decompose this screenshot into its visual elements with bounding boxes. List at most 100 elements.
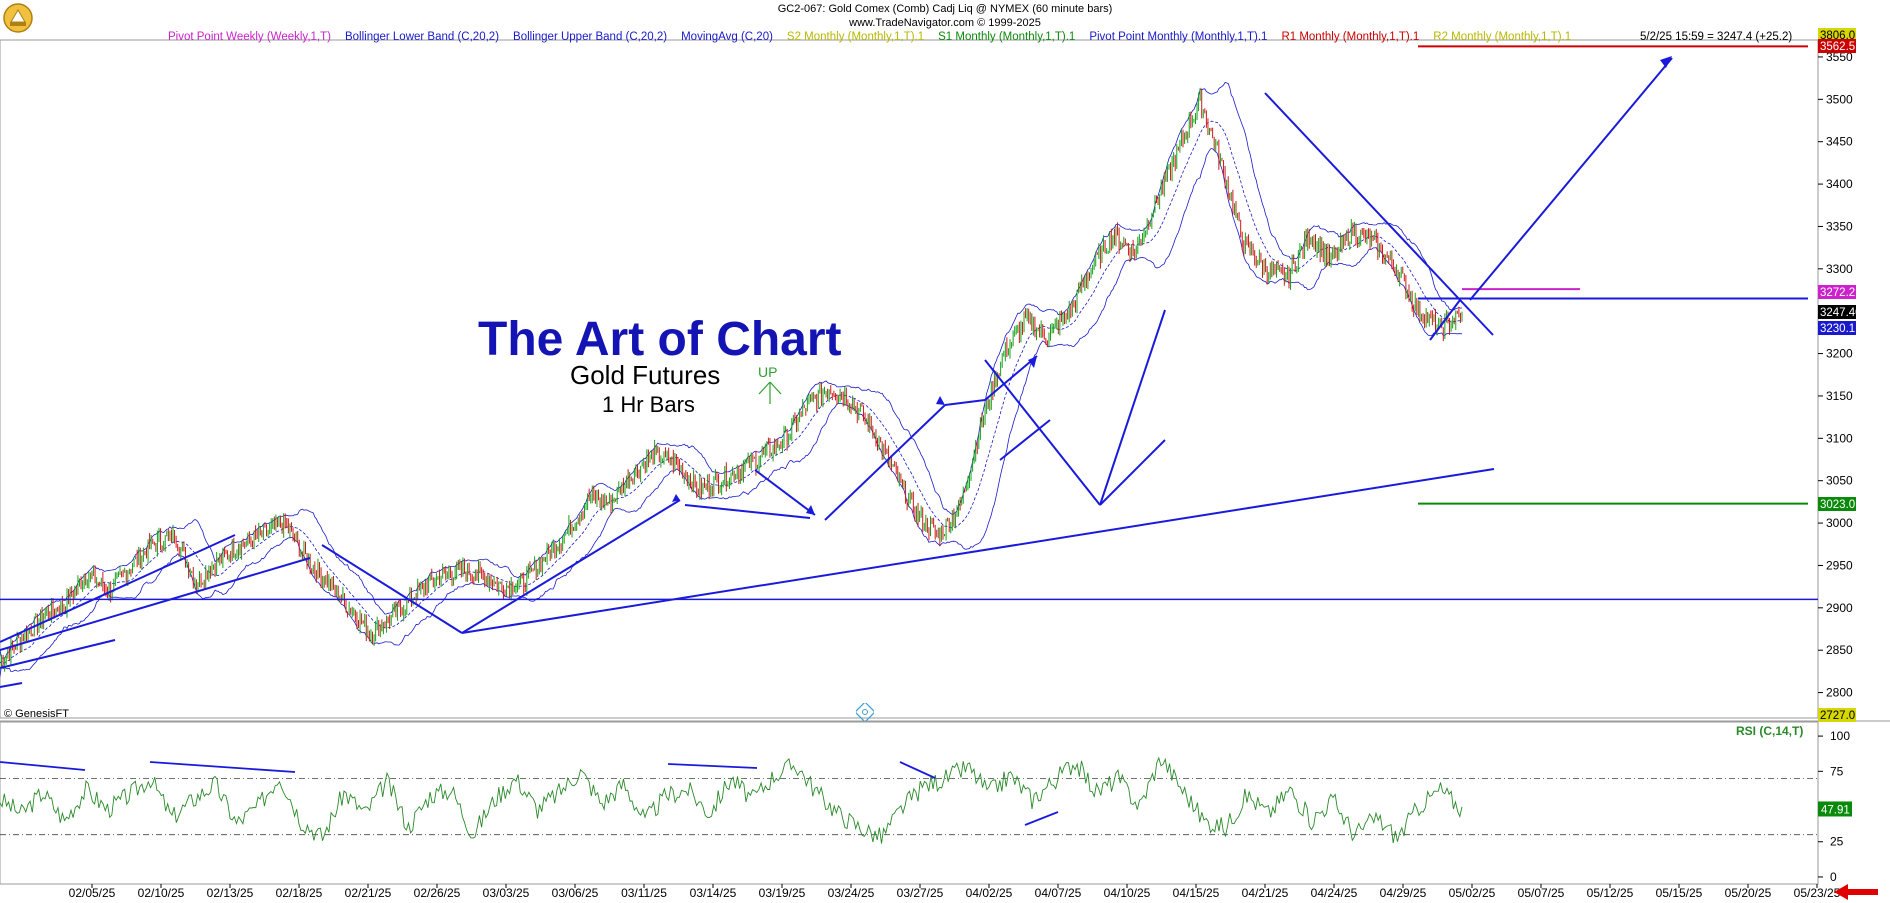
- price-tick-label-2: 2900: [1826, 601, 1853, 615]
- time-tick-label-20: 05/02/25: [1449, 886, 1496, 900]
- price-tick-label-4: 3000: [1826, 516, 1853, 530]
- bollinger-bands: [0, 82, 1463, 677]
- rsi-tick-label-3: 75: [1830, 764, 1844, 778]
- rsi-trendline-1: [149, 761, 296, 773]
- rsi-label: RSI (C,14,T): [1736, 724, 1804, 738]
- time-tick-label-4: 02/21/25: [345, 886, 392, 900]
- time-tick-label-9: 03/14/25: [690, 886, 737, 900]
- price-tick-label-13: 3450: [1826, 135, 1853, 149]
- price-bars: [1, 87, 1463, 672]
- legend-item-0[interactable]: Pivot Point Weekly (Weekly,1,T): [168, 31, 331, 43]
- price-tags: 3806.03562.53272.23247.403230.13023.0272…: [1818, 28, 1862, 817]
- trendline-16: [1264, 92, 1494, 336]
- swing-arrowhead-1: [936, 396, 945, 405]
- trendlines: [0, 56, 1673, 688]
- rsi-value-label: 47.91: [1821, 804, 1850, 816]
- time-tick-label-19: 04/29/25: [1380, 886, 1427, 900]
- price-tag-label-1: 3562.5: [1820, 41, 1855, 53]
- legend-item-2[interactable]: Bollinger Upper Band (C,20,2): [513, 31, 668, 43]
- time-tick-label-1: 02/10/25: [138, 886, 185, 900]
- scroll-right-arrow-icon[interactable]: [1834, 884, 1878, 900]
- trendline-4: [321, 544, 463, 634]
- rsi-series: [0, 756, 1463, 844]
- chart-header-line2: www.TradeNavigator.com © 1999-2025: [849, 17, 1041, 29]
- price-tick-label-5: 3050: [1826, 474, 1853, 488]
- trendline-6: [461, 468, 1495, 634]
- legend-item-3[interactable]: MovingAvg (C,20): [681, 31, 773, 43]
- trendline-17: [1429, 299, 1461, 341]
- rsi-tick-label-1: 25: [1830, 835, 1844, 849]
- annotation-title: The Art of Chart: [478, 313, 842, 366]
- trendline-18: [1469, 57, 1673, 301]
- rsi-trendline-0: [0, 761, 86, 771]
- time-tick-label-21: 05/07/25: [1518, 886, 1565, 900]
- time-tick-label-10: 03/19/25: [759, 886, 806, 900]
- price-tag-label-5: 3023.0: [1820, 499, 1855, 511]
- last-quote: 5/2/25 15:59 = 3247.4 (+25.2): [1640, 31, 1793, 43]
- legend-item-4[interactable]: S2 Monthly (Monthly,1,T).1: [786, 31, 925, 43]
- time-tick-label-8: 03/11/25: [621, 886, 667, 900]
- time-tick-label-15: 04/10/25: [1104, 886, 1151, 900]
- price-tag-label-4: 3230.1: [1820, 323, 1855, 335]
- price-tag-label-3: 3247.40: [1820, 307, 1862, 319]
- price-tag-0: [1818, 28, 1856, 42]
- rsi-trendline-2: [667, 763, 758, 769]
- trendline-9: [824, 404, 946, 521]
- legend-item-5[interactable]: S1 Monthly (Monthly,1,T).1: [938, 31, 1076, 43]
- legend-item-8[interactable]: R2 Monthly (Monthly,1,T).1: [1433, 31, 1572, 43]
- rsi-trendline-4: [1024, 811, 1059, 826]
- price-tag-2: [1818, 285, 1856, 299]
- data-credit: © GenesisFT: [4, 708, 69, 720]
- annotation-bars: 1 Hr Bars: [602, 392, 695, 417]
- price-pane-frame: [0, 39, 1819, 719]
- rsi-tick-label-0: 0: [1830, 870, 1837, 884]
- legend-item-6[interactable]: Pivot Point Monthly (Monthly,1,T).1: [1089, 31, 1268, 43]
- crosshair-icon[interactable]: [856, 703, 874, 721]
- swing-arrowhead-3: [672, 494, 680, 502]
- price-tick-label-6: 3100: [1826, 431, 1853, 445]
- bollinger-lower-band: [0, 147, 1463, 677]
- time-tick-label-24: 05/20/25: [1725, 886, 1772, 900]
- trendline-12: [999, 419, 1051, 461]
- trendline-1: [0, 557, 311, 651]
- trendline-10: [944, 399, 986, 406]
- time-tick-label-6: 03/03/25: [483, 886, 530, 900]
- price-tick-label-15: 3550: [1826, 50, 1853, 64]
- trendline-0: [0, 639, 116, 669]
- up-arrow-label: UP: [758, 364, 784, 407]
- price-axis: 2800285029002950300030503100315032003250…: [1818, 50, 1853, 700]
- trendline-5: [461, 499, 681, 634]
- moving-average: [0, 120, 1463, 664]
- pivot-levels: [0, 45, 1818, 601]
- indicator-legend: Pivot Point Weekly (Weekly,1,T) Bollinger…: [168, 31, 1585, 43]
- price-tag-3: [1818, 305, 1856, 319]
- price-tick-label-3: 2950: [1826, 558, 1853, 572]
- time-axis: 02/05/25 02/10/25 02/13/25 02/18/25 02/21/25…: [69, 884, 1841, 900]
- price-tick-label-1: 2850: [1826, 643, 1853, 657]
- chart-header-line1: GC2-067: Gold Comex (Comb) Cadj Liq @ NY…: [777, 3, 1113, 15]
- rsi-line: [0, 756, 1463, 844]
- time-tick-label-3: 02/18/25: [276, 886, 323, 900]
- trendline-14: [1099, 439, 1166, 506]
- time-tick-label-23: 05/15/25: [1656, 886, 1703, 900]
- rsi-value-tag: [1818, 801, 1852, 817]
- swing-arrowhead-2: [806, 505, 815, 515]
- time-tick-label-22: 05/12/25: [1587, 886, 1634, 900]
- price-tag-label-6: 2727.0: [1820, 710, 1855, 722]
- legend-item-1[interactable]: Bollinger Lower Band (C,20,2): [344, 31, 500, 43]
- price-grid: [0, 39, 1890, 722]
- trendline-2: [0, 534, 236, 643]
- rsi-tick-label-4: 100: [1830, 729, 1850, 743]
- time-tick-label-17: 04/21/25: [1242, 886, 1289, 900]
- tradenavigator-logo-icon[interactable]: [2, 2, 34, 34]
- trendline-7: [684, 504, 811, 519]
- trendline-13: [984, 359, 1101, 506]
- time-tick-label-18: 04/24/25: [1311, 886, 1358, 900]
- price-tag-5: [1818, 497, 1856, 511]
- time-tick-label-5: 02/26/25: [414, 886, 461, 900]
- time-tick-label-2: 02/13/25: [207, 886, 254, 900]
- legend-item-7[interactable]: R1 Monthly (Monthly,1,T).1: [1281, 31, 1420, 43]
- price-tag-1: [1818, 39, 1856, 53]
- price-tick-label-7: 3150: [1826, 389, 1853, 403]
- trendline-3: [0, 682, 23, 688]
